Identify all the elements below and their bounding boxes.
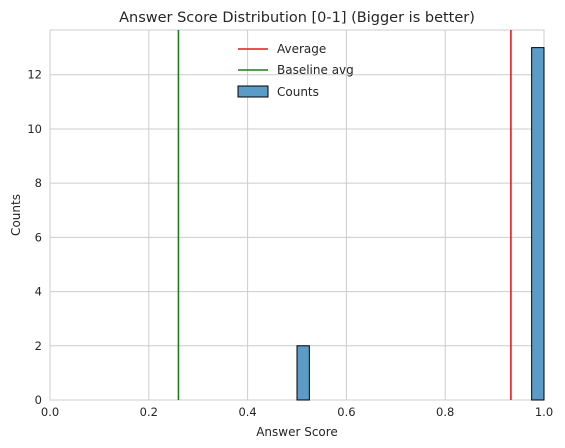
x-tick-label: 1.0	[535, 405, 553, 419]
histogram-bar	[296, 345, 310, 401]
x-tick-label: 0.2	[140, 405, 158, 419]
x-tick-label: 0.4	[238, 405, 256, 419]
y-axis-label: Counts	[9, 194, 23, 236]
y-tick-label: 0	[35, 393, 42, 407]
chart-title: Answer Score Distribution [0-1] (Bigger …	[119, 10, 475, 26]
y-tick-label: 8	[35, 176, 42, 190]
legend-counts-swatch	[237, 85, 269, 98]
x-tick-label: 0.6	[337, 405, 355, 419]
y-tick-labels: 0 2 4 6 8 10 12	[27, 68, 42, 407]
histogram-bar	[531, 47, 545, 401]
y-tick-label: 12	[27, 68, 42, 82]
legend-average-label: Average	[277, 42, 326, 56]
histogram-bars	[296, 47, 545, 401]
y-tick-label: 10	[27, 122, 42, 136]
y-tick-label: 6	[35, 230, 42, 244]
x-tick-labels: 0.0 0.2 0.4 0.6 0.8 1.0	[41, 405, 553, 419]
x-axis-label: Answer Score	[256, 425, 338, 439]
legend-baseline-label: Baseline avg	[277, 63, 354, 77]
reference-lines	[177, 30, 512, 400]
legend: Average Baseline avg Counts	[237, 42, 354, 99]
legend-counts-label: Counts	[277, 85, 319, 99]
x-tick-label: 0.8	[436, 405, 454, 419]
x-tick-label: 0.0	[41, 405, 59, 419]
y-tick-label: 2	[35, 339, 42, 353]
y-tick-label: 4	[35, 285, 42, 299]
